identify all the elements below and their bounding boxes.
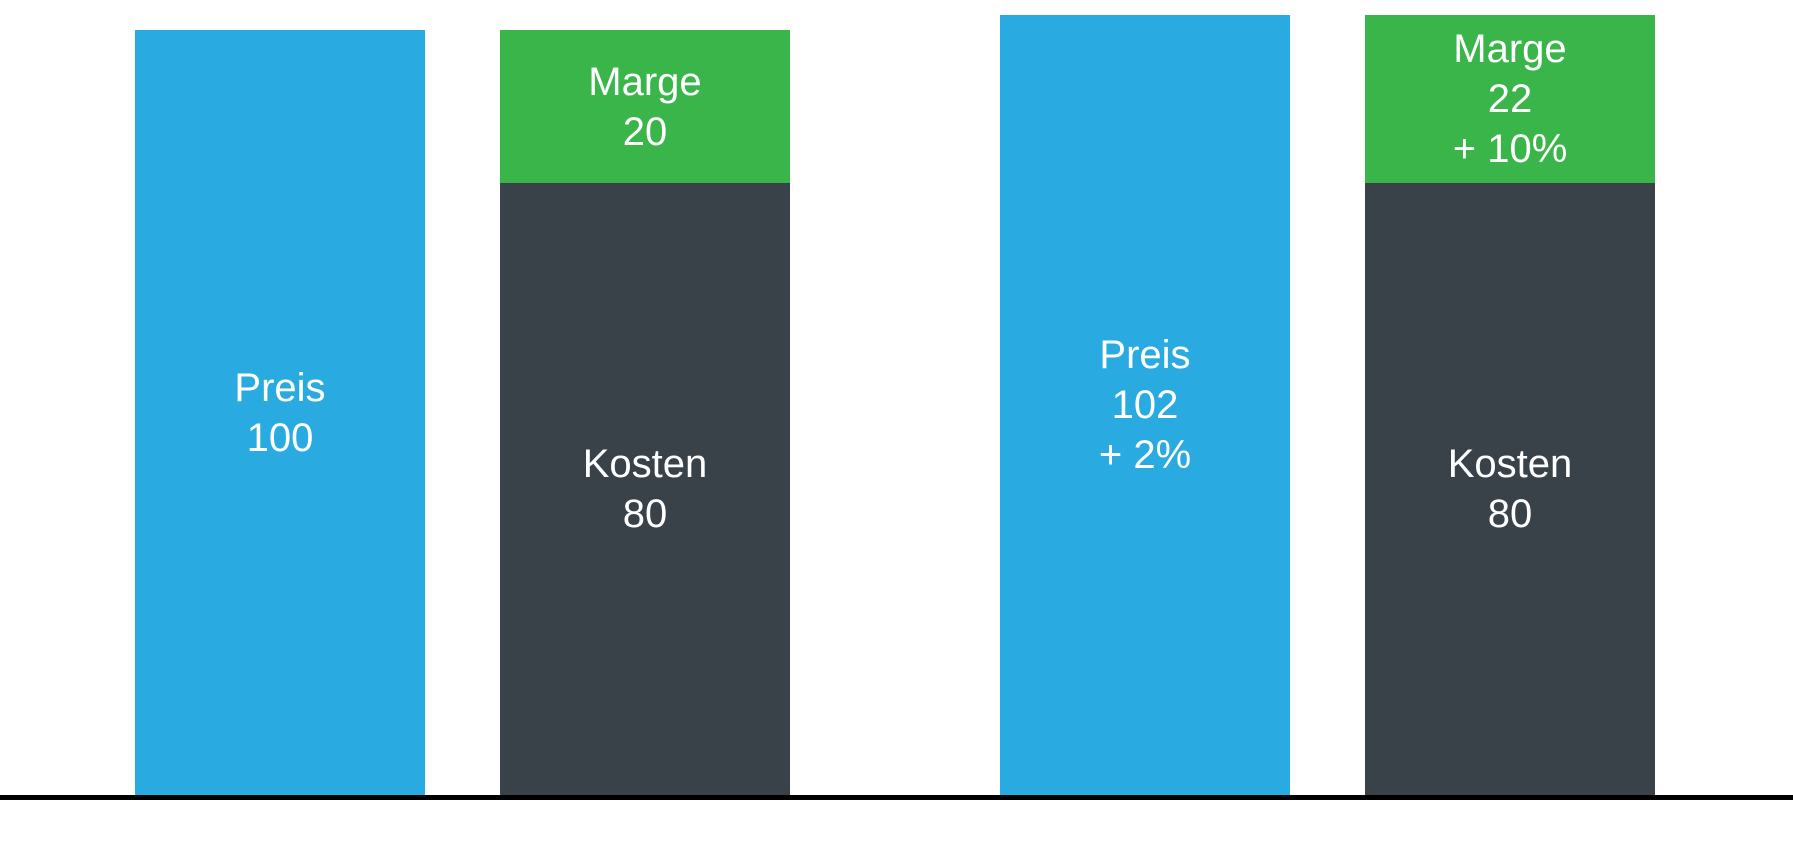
bar-breakdown-1: Marge20Kosten80 [500, 30, 790, 795]
segment-kosten-1: Kosten80 [500, 183, 790, 795]
segment-preis-2: Preis102+ 2% [1000, 15, 1290, 795]
segment-preis-1: Preis100 [135, 30, 425, 795]
segment-label-line: 22 [1488, 74, 1533, 124]
bar-breakdown-2: Marge22+ 10%Kosten80 [1365, 15, 1655, 795]
price-margin-chart: Preis100Marge20Kosten80Preis102+ 2%Marge… [0, 0, 1793, 855]
segment-label-line: 100 [247, 413, 314, 463]
segment-label-line: + 10% [1453, 124, 1568, 174]
segment-marge-2: Marge22+ 10% [1365, 15, 1655, 183]
segment-label-line: Marge [1453, 24, 1566, 74]
segment-label-line: Kosten [583, 439, 708, 489]
segment-label-line: Preis [234, 363, 325, 413]
segment-label-line: + 2% [1099, 430, 1191, 480]
segment-label-line: 20 [623, 107, 668, 157]
segment-label-line: 102 [1112, 380, 1179, 430]
bar-preis-1: Preis100 [135, 30, 425, 795]
segment-label-line: Marge [588, 57, 701, 107]
bar-preis-2: Preis102+ 2% [1000, 15, 1290, 795]
segment-label-line: Kosten [1448, 439, 1573, 489]
segment-label-line: Preis [1099, 330, 1190, 380]
segment-marge-1: Marge20 [500, 30, 790, 183]
segment-label-line: 80 [1488, 489, 1533, 539]
segment-label-line: 80 [623, 489, 668, 539]
chart-baseline [0, 795, 1793, 800]
segment-kosten-2: Kosten80 [1365, 183, 1655, 795]
